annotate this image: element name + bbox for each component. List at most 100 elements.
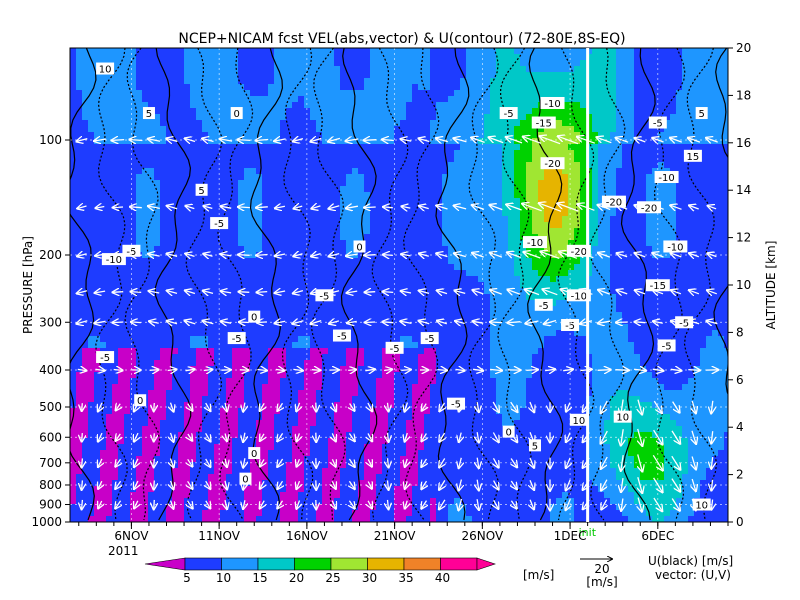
heatmap-cell [244,174,251,181]
heatmap-cell [232,294,239,301]
heatmap-cell [334,108,341,115]
heatmap-cell [94,102,101,109]
heatmap-cell [364,330,371,337]
heatmap-cell [310,84,317,91]
heatmap-cell [424,192,431,199]
heatmap-cell [178,102,185,109]
heatmap-cell [424,114,431,121]
heatmap-cell [418,78,425,85]
heatmap-cell [340,420,347,427]
heatmap-cell [358,390,365,397]
heatmap-cell [178,114,185,121]
heatmap-cell [160,438,167,445]
heatmap-cell [394,420,401,427]
heatmap-cell [202,102,209,109]
heatmap-cell [388,150,395,157]
heatmap-cell [274,192,281,199]
heatmap-cell [406,78,413,85]
heatmap-cell [358,324,365,331]
heatmap-cell [436,84,443,91]
heatmap-cell [226,318,233,325]
heatmap-cell [238,48,245,55]
heatmap-cell [82,378,89,385]
heatmap-cell [124,312,131,319]
heatmap-cell [316,90,323,97]
heatmap-cell [166,306,173,313]
heatmap-cell [214,198,221,205]
heatmap-cell [430,306,437,313]
heatmap-cell [358,102,365,109]
heatmap-cell [346,246,353,253]
heatmap-cell [262,144,269,151]
heatmap-cell [112,90,119,97]
heatmap-cell [406,84,413,91]
heatmap-cell [424,240,431,247]
heatmap-cell [358,378,365,385]
heatmap-cell [148,492,155,499]
heatmap-cell [298,444,305,451]
heatmap-cell [394,192,401,199]
heatmap-cell [286,516,293,522]
heatmap-cell [130,240,137,247]
heatmap-cell [196,480,203,487]
heatmap-cell [238,96,245,103]
heatmap-cell [76,174,83,181]
heatmap-cell [322,444,329,451]
heatmap-cell [316,150,323,157]
heatmap-cell [244,210,251,217]
heatmap-cell [424,216,431,223]
heatmap-cell [418,198,425,205]
heatmap-cell [292,84,299,91]
heatmap-cell [298,276,305,283]
heatmap-cell [274,174,281,181]
heatmap-cell [280,282,287,289]
heatmap-cell [370,138,377,145]
heatmap-cell [154,156,161,163]
heatmap-cell [124,420,131,427]
heatmap-cell [160,402,167,409]
heatmap-cell [154,216,161,223]
heatmap-cell [442,54,449,61]
heatmap-cell [400,330,407,337]
heatmap-cell [208,90,215,97]
heatmap-cell [106,222,113,229]
heatmap-cell [358,120,365,127]
heatmap-cell [208,210,215,217]
heatmap-cell [106,114,113,121]
heatmap-cell [280,120,287,127]
heatmap-cell [334,372,341,379]
heatmap-cell [280,234,287,241]
heatmap-cell [142,144,149,151]
heatmap-cell [190,324,197,331]
heatmap-cell [292,48,299,55]
heatmap-cell [130,276,137,283]
heatmap-cell [262,294,269,301]
heatmap-cell [160,330,167,337]
heatmap-cell [226,312,233,319]
heatmap-cell [298,222,305,229]
heatmap-cell [310,492,317,499]
heatmap-cell [310,300,317,307]
heatmap-cell [280,294,287,301]
heatmap-cell [70,456,77,463]
heatmap-cell [364,408,371,415]
heatmap-cell [262,246,269,253]
heatmap-cell [76,120,83,127]
heatmap-cell [82,192,89,199]
heatmap-cell [76,258,83,265]
heatmap-cell [70,174,77,181]
heatmap-cell [400,276,407,283]
heatmap-cell [112,246,119,253]
heatmap-cell [268,108,275,115]
heatmap-cell [376,420,383,427]
heatmap-cell [292,222,299,229]
heatmap-cell [388,444,395,451]
heatmap-cell [70,234,77,241]
heatmap-cell [106,228,113,235]
heatmap-cell [304,450,311,457]
heatmap-cell [148,456,155,463]
heatmap-cell [148,270,155,277]
heatmap-cell [340,186,347,193]
heatmap-cell [340,144,347,151]
heatmap-cell [394,222,401,229]
